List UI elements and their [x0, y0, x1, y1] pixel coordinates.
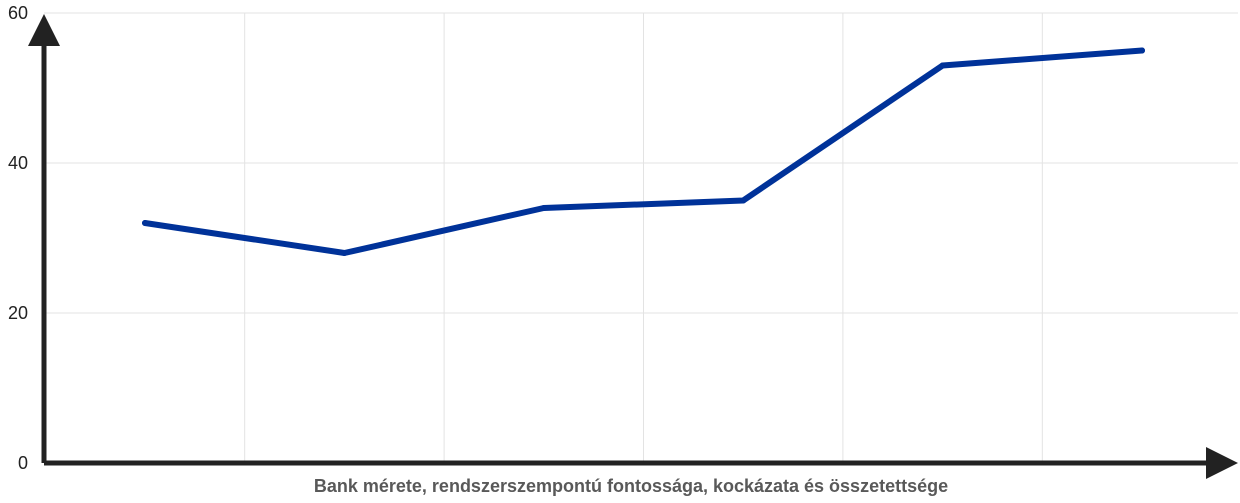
data-point: [540, 205, 547, 211]
vertical-gridlines: [244, 13, 1043, 463]
y-axis-arrow-icon: [28, 14, 60, 46]
y-tick-label: 40: [8, 153, 28, 173]
data-point: [1139, 47, 1145, 54]
data-point: [740, 197, 747, 204]
data-point: [142, 220, 148, 226]
y-tick-label: 60: [8, 3, 28, 23]
data-point: [341, 250, 348, 256]
y-tick-labels: 0 20 40 60: [8, 3, 28, 473]
series-line-0: [142, 47, 1145, 256]
x-axis-label: Bank mérete, rendszerszempontú fontosság…: [314, 476, 948, 496]
y-tick-label: 0: [18, 453, 28, 473]
y-tick-label: 20: [8, 303, 28, 323]
x-axis-arrow-icon: [1206, 447, 1238, 479]
data-point: [939, 62, 946, 69]
horizontal-gridlines: [44, 12, 1238, 314]
axes: [28, 14, 1238, 479]
series-layer: [142, 47, 1145, 256]
